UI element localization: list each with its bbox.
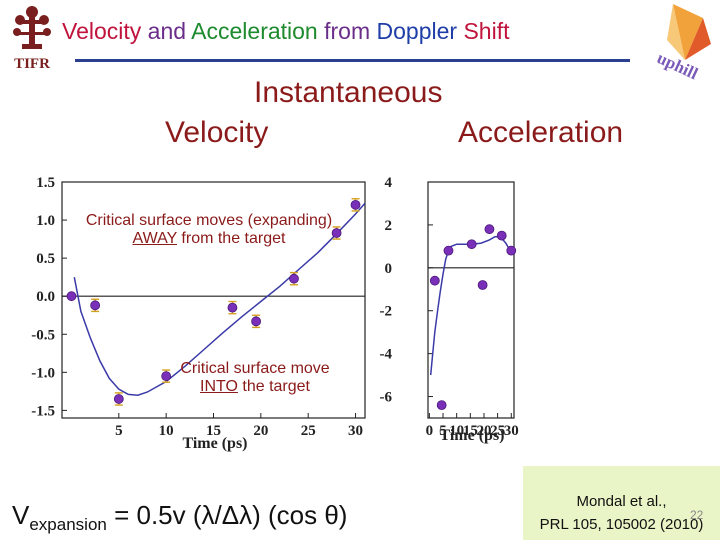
- annotation-away-line2: AWAY from the target: [64, 230, 354, 248]
- acceleration-ytick-label: 2: [385, 218, 393, 234]
- annotation-into-word: INTO: [200, 378, 238, 395]
- velocity-data-point-2: [113, 394, 124, 404]
- citation-box: [523, 466, 720, 540]
- acceleration-xtick-label: 10: [449, 423, 464, 439]
- velocity-ytick-label: 1.5: [36, 175, 55, 191]
- velocity-xtick-label: 5: [115, 423, 123, 439]
- acceleration-plot-frame: [427, 181, 515, 419]
- tifr-logo-text: TIFR: [14, 56, 50, 72]
- velocity-data-point-4: [227, 302, 238, 313]
- title-word-doppler: Doppler: [376, 18, 458, 44]
- velocity-chart: 1.5 1.0 0.5 0.0 -0.5 -1.0 -1.5 5 10 15 20 25 30 Time …: [31, 175, 366, 452]
- velocity-xtick-label: 20: [253, 423, 268, 439]
- heading-velocity: Velocity: [165, 116, 269, 149]
- acceleration-data-point-4: [477, 280, 488, 290]
- velocity-data-point-0: [66, 291, 77, 302]
- annotation-into-rest: the target: [237, 378, 310, 395]
- acceleration-ytick-label: -2: [380, 304, 393, 320]
- velocity-data-point-5: [251, 316, 262, 327]
- acceleration-data-point-7: [506, 245, 517, 256]
- annotation-into-line2: INTO the target: [160, 378, 350, 396]
- title-underline: [75, 59, 630, 62]
- acceleration-xtick-label: 15: [463, 423, 478, 439]
- acceleration-fit-curve: [429, 235, 512, 376]
- formula-subscript: expansion: [29, 515, 107, 535]
- title-word-and: and: [141, 18, 192, 44]
- velocity-fit-curve: [73, 202, 366, 396]
- expansion-formula: Vexpansion = 0.5v (λ/Δλ) (cos θ): [12, 500, 347, 535]
- velocity-data-point-8: [350, 199, 361, 210]
- acceleration-xtick-label: 20: [476, 423, 491, 439]
- title-word-velocity: Velocity: [62, 18, 142, 44]
- velocity-data-point-6: [289, 273, 299, 284]
- velocity-ytick-label: -1.5: [31, 403, 55, 419]
- velocity-xtick-label: 30: [348, 423, 363, 439]
- velocity-data-point-1: [90, 300, 101, 311]
- velocity-data-point-7: [331, 228, 342, 238]
- acceleration-ytick-label: -6: [380, 390, 393, 406]
- uphill-logo: uphill: [654, 4, 711, 84]
- acceleration-data-point-6: [496, 230, 507, 241]
- slide-title: Velocity and Acceleration from Doppler S…: [62, 18, 509, 45]
- citation-authors: Mondal et al.,: [576, 493, 667, 510]
- annotation-away: Critical surface moves (expanding) AWAY …: [64, 212, 354, 248]
- annotation-into: Critical surface move INTO the target: [160, 360, 350, 396]
- acceleration-xtick-label: 25: [490, 423, 505, 439]
- acceleration-data-point-3: [466, 239, 477, 250]
- title-word-acceleration: Acceleration: [191, 18, 318, 44]
- title-word-shift: Shift: [457, 18, 510, 44]
- annotation-away-line1: Critical surface moves (expanding): [85, 212, 333, 229]
- velocity-xaxis-label: Time (ps): [182, 435, 247, 452]
- acceleration-data-point-2: [443, 245, 454, 256]
- acceleration-data-point-5: [484, 224, 495, 235]
- velocity-ytick-label: -1.0: [31, 365, 55, 381]
- heading-acceleration: Acceleration: [458, 116, 624, 149]
- tifr-logo: TIFR: [2, 2, 62, 72]
- acceleration-ytick-label: 4: [385, 175, 393, 191]
- velocity-ytick-label: 1.0: [36, 213, 55, 229]
- velocity-data-point-3: [161, 371, 172, 382]
- velocity-ytick-label: 0.0: [36, 289, 55, 305]
- acceleration-xtick-label: 5: [439, 423, 447, 439]
- velocity-xtick-label: 25: [301, 423, 316, 439]
- formula-v: V: [12, 500, 30, 530]
- acceleration-xtick-label: 0: [426, 423, 434, 439]
- acceleration-data-point-1: [436, 400, 447, 411]
- acceleration-ytick-label: 0: [385, 261, 393, 277]
- velocity-xtick-label: 15: [206, 423, 221, 439]
- velocity-ytick-label: 0.5: [36, 251, 55, 267]
- formula-rest: = 0.5v (λ/Δλ) (cos θ): [106, 500, 348, 530]
- acceleration-xaxis-label: Time (ps): [439, 427, 504, 444]
- velocity-ytick-label: -0.5: [31, 327, 55, 343]
- annotation-away-word: AWAY: [132, 230, 177, 247]
- acceleration-ytick-label: -4: [380, 347, 393, 363]
- slide-number: 22: [690, 508, 704, 522]
- citation-reference: PRL 105, 105002 (2010): [539, 516, 704, 533]
- title-word-from: from: [317, 18, 377, 44]
- heading-instantaneous: Instantaneous: [254, 76, 443, 109]
- acceleration-xtick-label: 30: [504, 423, 519, 439]
- velocity-xtick-label: 10: [159, 423, 174, 439]
- annotation-into-line1: Critical surface move: [180, 360, 330, 377]
- annotation-away-rest: from the target: [176, 230, 286, 247]
- acceleration-data-point-0: [429, 275, 440, 286]
